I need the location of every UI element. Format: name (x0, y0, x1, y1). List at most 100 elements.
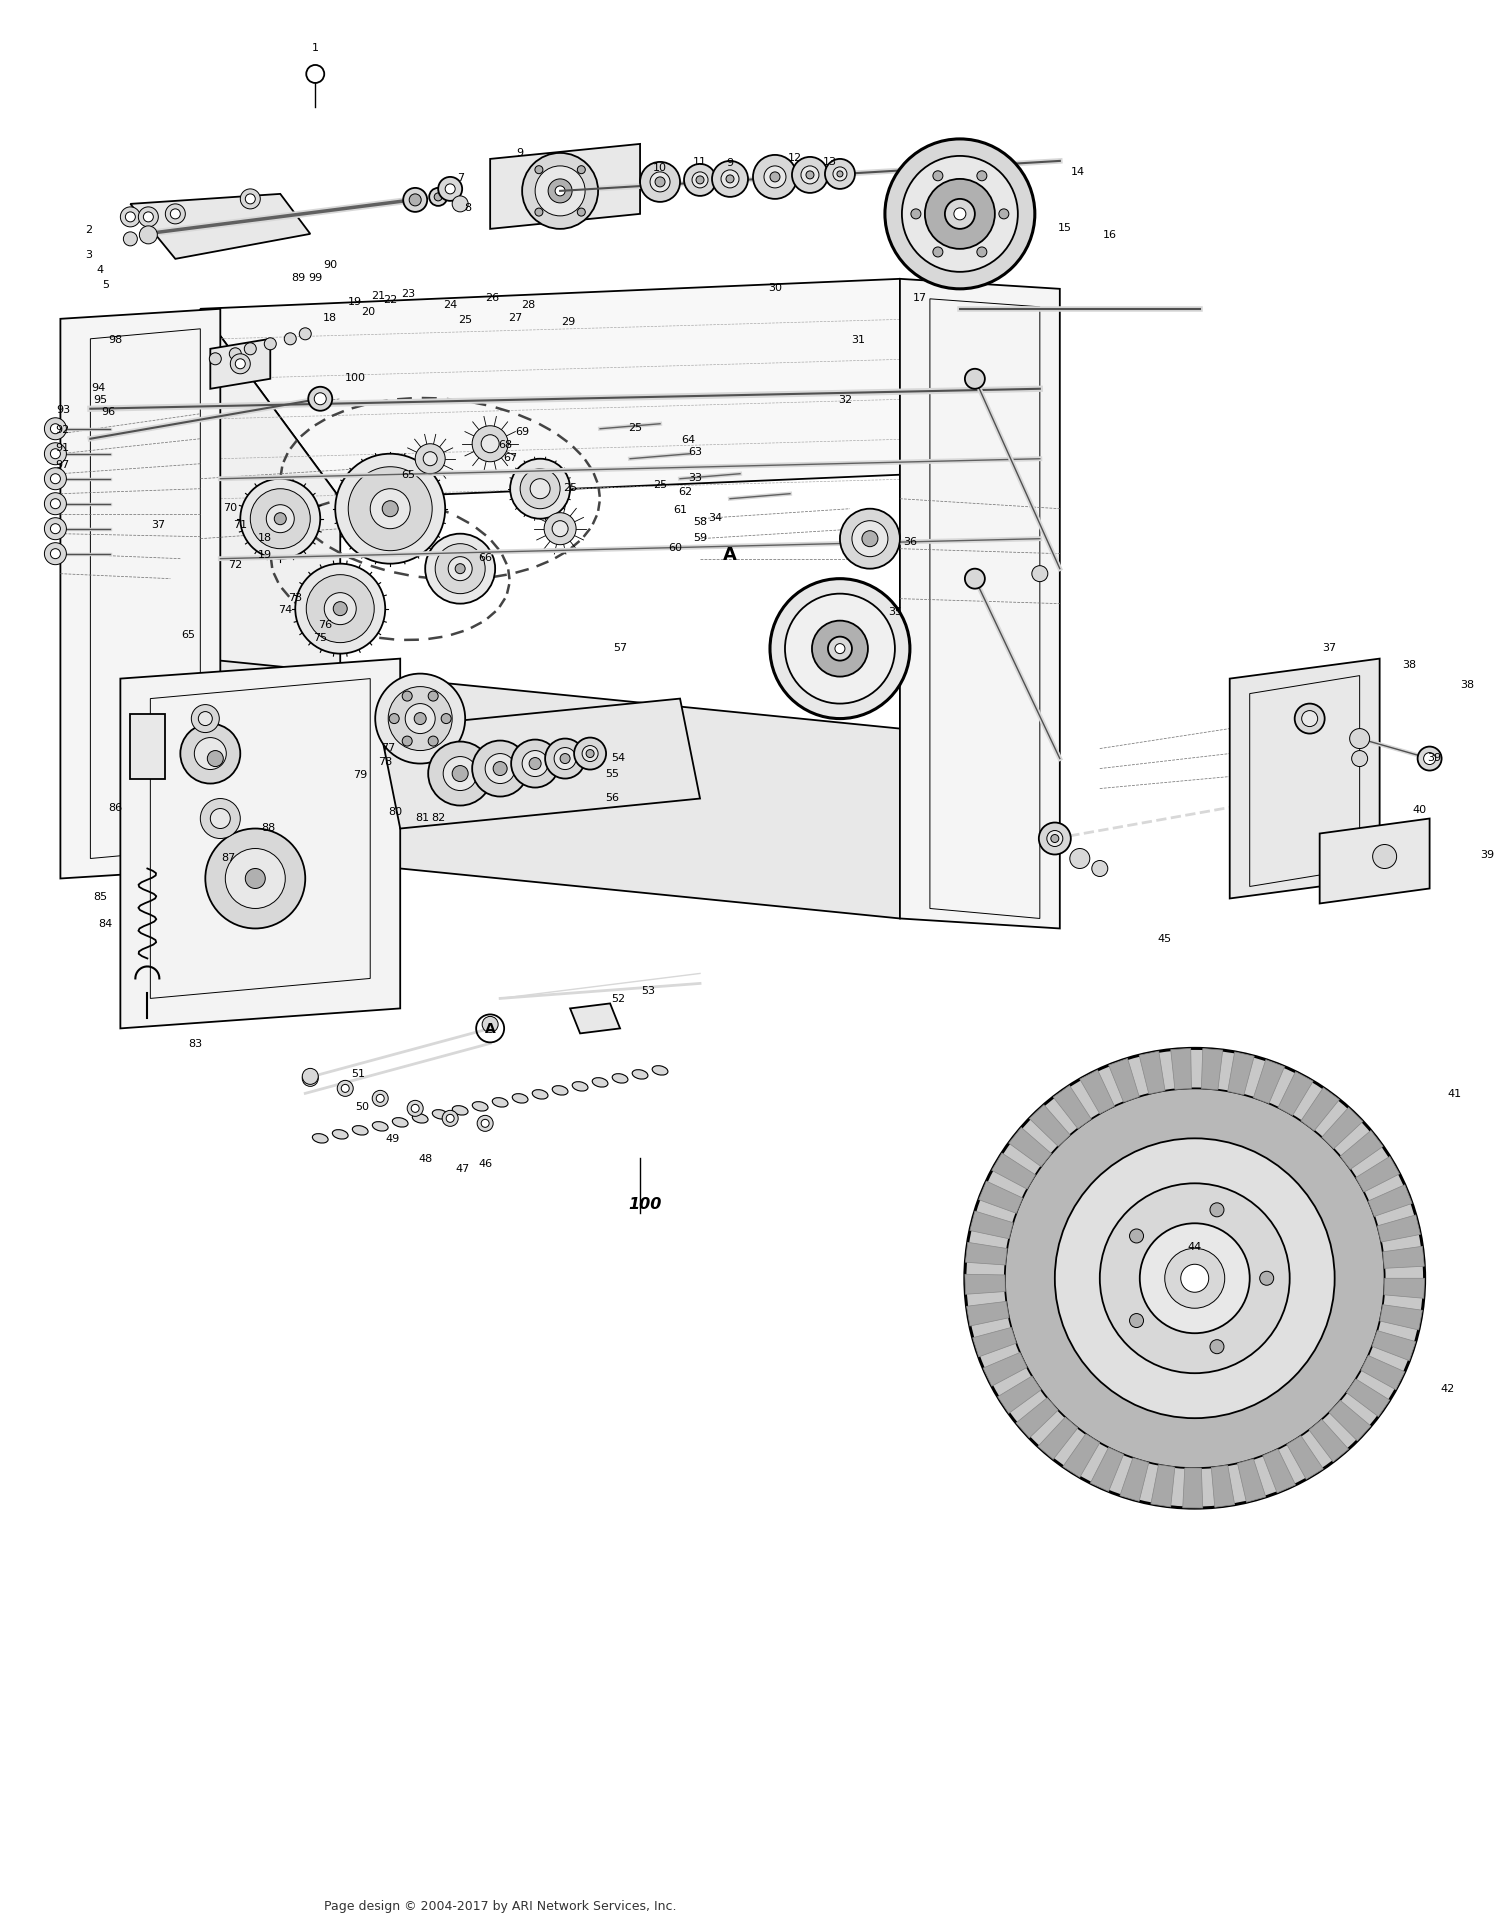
Text: 94: 94 (92, 383, 105, 392)
Text: 75: 75 (314, 632, 327, 643)
Text: 77: 77 (381, 743, 396, 752)
Circle shape (45, 494, 66, 515)
Text: 91: 91 (56, 442, 69, 452)
Polygon shape (60, 310, 220, 879)
Circle shape (427, 737, 438, 746)
Text: 67: 67 (503, 452, 518, 463)
Circle shape (372, 1091, 388, 1106)
Circle shape (801, 167, 819, 186)
Circle shape (442, 758, 477, 790)
Circle shape (964, 568, 986, 590)
Circle shape (862, 532, 877, 547)
Polygon shape (1320, 819, 1430, 903)
Polygon shape (1080, 1070, 1114, 1114)
Text: 11: 11 (693, 157, 706, 167)
Polygon shape (1150, 1464, 1174, 1506)
Circle shape (334, 454, 446, 565)
Circle shape (405, 704, 435, 735)
Polygon shape (972, 1328, 1017, 1357)
Text: 90: 90 (322, 260, 338, 270)
Circle shape (494, 762, 507, 777)
Text: 92: 92 (56, 425, 69, 434)
Circle shape (300, 329, 312, 341)
Circle shape (582, 746, 598, 762)
Text: 71: 71 (232, 519, 248, 530)
Text: 57: 57 (614, 643, 627, 653)
Circle shape (692, 172, 708, 189)
Circle shape (837, 172, 843, 178)
Circle shape (684, 165, 716, 197)
Polygon shape (1010, 1127, 1052, 1168)
Circle shape (210, 354, 222, 366)
Polygon shape (490, 145, 640, 230)
Circle shape (51, 475, 60, 484)
Polygon shape (1170, 1049, 1191, 1089)
Polygon shape (1310, 1420, 1348, 1462)
Circle shape (548, 180, 572, 203)
Circle shape (45, 519, 66, 540)
Text: 100: 100 (345, 373, 366, 383)
Circle shape (231, 354, 251, 375)
Text: 41: 41 (1448, 1089, 1461, 1099)
Circle shape (225, 850, 285, 909)
Polygon shape (1372, 1330, 1416, 1361)
Circle shape (578, 209, 585, 216)
Circle shape (825, 161, 855, 189)
Circle shape (348, 467, 432, 551)
Text: 68: 68 (498, 440, 512, 450)
Circle shape (264, 339, 276, 350)
Circle shape (207, 750, 224, 768)
Polygon shape (966, 1302, 1010, 1326)
Circle shape (423, 452, 436, 467)
Circle shape (51, 450, 60, 459)
Circle shape (206, 829, 306, 928)
Circle shape (427, 691, 438, 702)
Polygon shape (1384, 1279, 1425, 1298)
Text: 34: 34 (708, 513, 722, 523)
Ellipse shape (393, 1118, 408, 1127)
Polygon shape (900, 279, 1060, 928)
Text: 93: 93 (57, 404, 70, 415)
Circle shape (976, 172, 987, 182)
Circle shape (144, 212, 153, 222)
Circle shape (45, 469, 66, 490)
Text: 37: 37 (1323, 643, 1336, 653)
Text: 63: 63 (688, 446, 702, 457)
Circle shape (954, 209, 966, 220)
Circle shape (770, 172, 780, 184)
Circle shape (51, 425, 60, 434)
Text: 47: 47 (454, 1164, 470, 1173)
Circle shape (236, 360, 246, 369)
Circle shape (429, 189, 447, 207)
Ellipse shape (513, 1095, 528, 1104)
Circle shape (306, 1076, 315, 1083)
Ellipse shape (312, 1133, 328, 1143)
Circle shape (1210, 1340, 1224, 1353)
Text: 39: 39 (1480, 850, 1494, 859)
Text: 95: 95 (93, 394, 108, 404)
Polygon shape (998, 1376, 1041, 1414)
Circle shape (522, 153, 599, 230)
Circle shape (126, 212, 135, 222)
Text: 3: 3 (86, 249, 92, 260)
Polygon shape (1064, 1434, 1100, 1478)
Text: 72: 72 (228, 559, 243, 568)
Text: 28: 28 (520, 300, 536, 310)
Polygon shape (1347, 1380, 1389, 1416)
Circle shape (1070, 850, 1090, 869)
Polygon shape (201, 279, 1040, 500)
Circle shape (1130, 1229, 1143, 1244)
Text: 9: 9 (516, 147, 524, 157)
Text: 30: 30 (768, 283, 782, 293)
Text: 31: 31 (850, 335, 865, 345)
Circle shape (885, 140, 1035, 289)
Ellipse shape (372, 1122, 388, 1131)
Circle shape (536, 167, 543, 174)
Circle shape (402, 691, 412, 702)
Circle shape (792, 157, 828, 193)
Circle shape (753, 155, 796, 199)
Polygon shape (120, 658, 400, 1030)
Circle shape (240, 480, 320, 559)
Circle shape (303, 1070, 318, 1087)
Polygon shape (1230, 658, 1380, 900)
